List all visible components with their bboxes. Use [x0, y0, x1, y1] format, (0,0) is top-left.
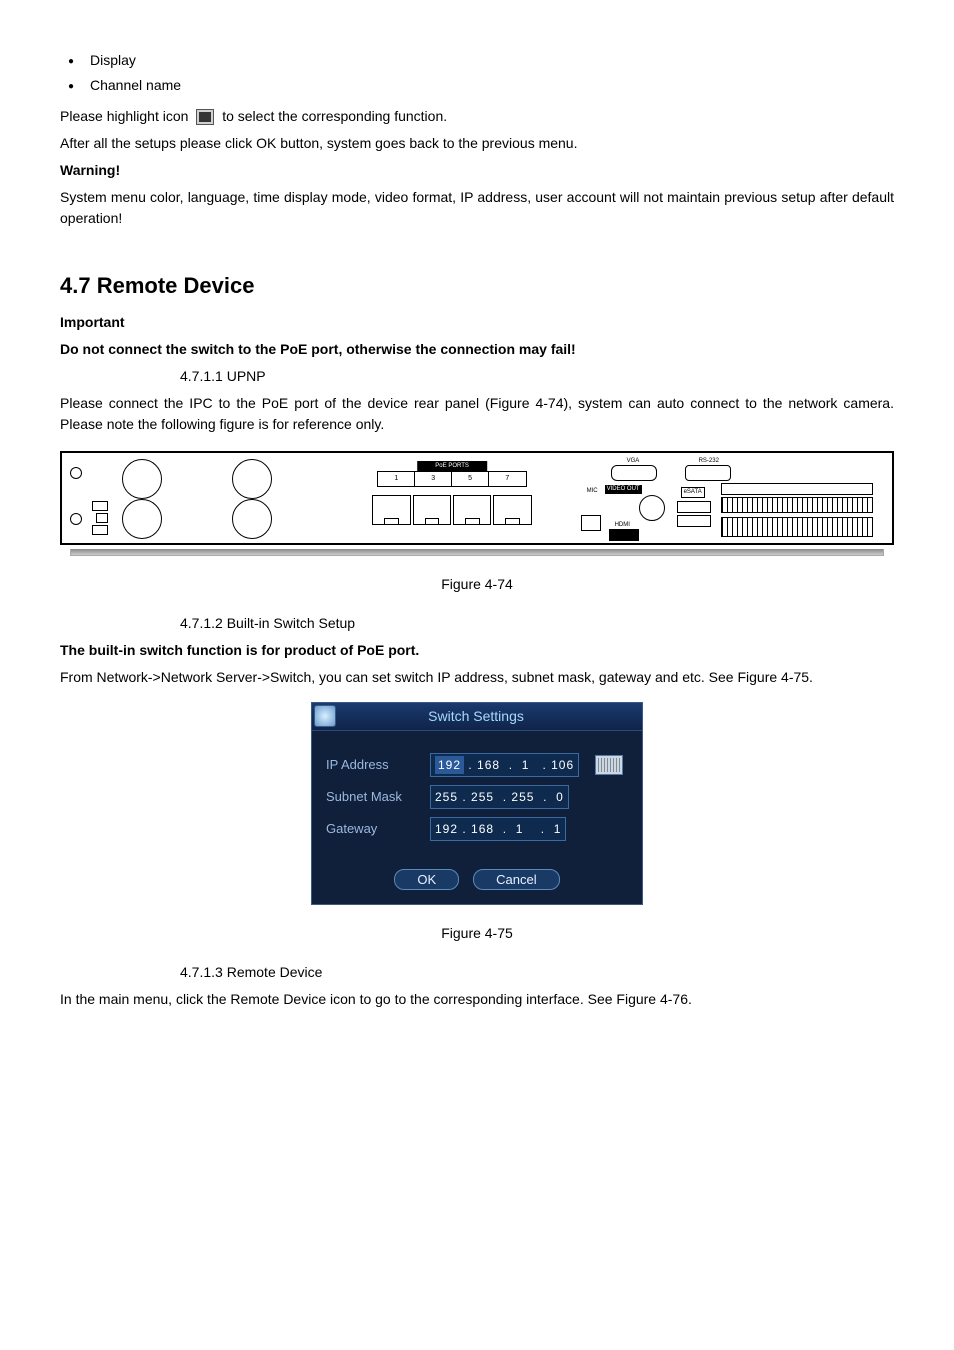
keyboard-icon[interactable] — [595, 755, 623, 775]
rear-panel-mid: PoE PORTS 1 3 5 7 — [328, 453, 577, 543]
connector-icon — [96, 513, 108, 523]
ethernet-port-icon — [372, 495, 410, 525]
rs232-port-icon — [685, 465, 731, 481]
subsection-heading: 4.7.1.3 Remote Device — [60, 962, 894, 983]
ip-address-label: IP Address — [326, 755, 420, 775]
dialog-body: IP Address 192 . 168 . 1 . 106 Subnet Ma… — [312, 731, 642, 859]
ip-sep: . — [523, 820, 553, 838]
ip-octet[interactable]: 168 — [471, 820, 494, 838]
figure-shadow — [70, 549, 884, 556]
rear-panel-left — [62, 453, 328, 543]
ip-octet[interactable]: 255 — [471, 788, 494, 806]
body-text: After all the setups please click OK but… — [60, 133, 894, 154]
terminal-block-icon — [721, 483, 873, 495]
ip-sep: . — [464, 756, 477, 774]
subnet-mask-input[interactable]: 255 . 255 . 255 . 0 — [430, 785, 569, 809]
dialog-button-row: OK Cancel — [312, 859, 642, 904]
fan-icon — [122, 459, 162, 499]
bullet-list: Display Channel name — [60, 50, 894, 96]
body-text: System menu color, language, time displa… — [60, 187, 894, 229]
port-num: 5 — [452, 472, 489, 486]
ip-octet[interactable]: 192 — [435, 820, 458, 838]
list-item: Display — [90, 50, 894, 71]
ip-sep: . — [494, 820, 516, 838]
ok-button[interactable]: OK — [394, 869, 459, 890]
subsection-heading: 4.7.1.2 Built-in Switch Setup — [60, 613, 894, 634]
dialog-icon — [314, 705, 336, 727]
subnet-mask-label: Subnet Mask — [326, 787, 420, 807]
ip-octet[interactable]: 0 — [556, 788, 564, 806]
connector-icon — [92, 525, 108, 535]
mic-label: MIC — [587, 487, 598, 496]
connector-icon — [92, 501, 108, 511]
ip-octet[interactable]: 168 — [477, 756, 500, 774]
ip-sep: . — [500, 756, 522, 774]
esata-label: eSATA — [681, 487, 705, 498]
ip-sep: . — [529, 756, 551, 774]
ip-sep: . — [458, 788, 471, 806]
ethernet-port-icon — [493, 495, 531, 525]
ip-octet[interactable]: 1 — [554, 820, 562, 838]
ip-octet[interactable]: 1 — [516, 820, 524, 838]
gateway-input[interactable]: 192 . 168 . 1 . 1 — [430, 817, 566, 841]
port-num: 7 — [489, 472, 526, 486]
vga-port-icon — [611, 465, 657, 481]
ip-sep: . — [534, 788, 556, 806]
important-heading: Important — [60, 312, 894, 333]
body-text: From Network->Network Server->Switch, yo… — [60, 667, 894, 688]
ip-octet[interactable]: 1 — [522, 756, 530, 774]
port-number-row: 1 3 5 7 — [377, 471, 526, 487]
subnet-mask-row: Subnet Mask 255 . 255 . 255 . 0 — [326, 785, 628, 809]
highlight-icon — [196, 109, 214, 125]
ip-octet[interactable]: 106 — [551, 756, 574, 774]
rear-panel-right: VGA RS-232 MIC VIDEO OUT eSATA HDMI — [577, 453, 892, 543]
ip-octet[interactable]: 255 — [511, 788, 534, 806]
ethernet-port-icon — [413, 495, 451, 525]
body-text: The built-in switch function is for prod… — [60, 640, 894, 661]
ip-octet[interactable]: 255 — [435, 788, 458, 806]
fan-icon — [122, 499, 162, 539]
dialog-title: Switch Settings — [428, 706, 524, 727]
figure-caption: Figure 4-75 — [60, 923, 894, 944]
body-text: Please connect the IPC to the PoE port o… — [60, 393, 894, 435]
usb-port-icon — [581, 515, 601, 531]
section-heading: 4.7 Remote Device — [60, 269, 894, 302]
fan-icon — [232, 459, 272, 499]
gateway-row: Gateway 192 . 168 . 1 . 1 — [326, 817, 628, 841]
round-port-icon — [639, 495, 665, 521]
hdmi-port-icon — [609, 529, 639, 541]
gateway-label: Gateway — [326, 819, 420, 839]
figure-caption: Figure 4-74 — [60, 574, 894, 595]
port-icon — [677, 515, 711, 527]
terminal-block-icon — [721, 497, 873, 513]
ethernet-port-icon — [453, 495, 491, 525]
ip-address-row: IP Address 192 . 168 . 1 . 106 — [326, 753, 628, 777]
body-text: Please highlight icon to select the corr… — [60, 106, 894, 127]
fan-icon — [232, 499, 272, 539]
videoout-label: VIDEO OUT — [605, 485, 642, 494]
rear-panel-figure: PoE PORTS 1 3 5 7 VGA RS-232 MIC VIDEO O… — [60, 451, 894, 545]
text-fragment: Please highlight icon — [60, 108, 192, 124]
body-text: In the main menu, click the Remote Devic… — [60, 989, 894, 1010]
poe-ports-row — [372, 495, 531, 525]
ip-octet[interactable]: 192 — [435, 756, 464, 774]
ip-sep: . — [458, 820, 471, 838]
cancel-button[interactable]: Cancel — [473, 869, 559, 890]
port-num: 3 — [415, 472, 452, 486]
connector-icon — [70, 513, 82, 525]
text-fragment: to select the corresponding function. — [222, 108, 447, 124]
switch-settings-dialog: Switch Settings IP Address 192 . 168 . 1… — [311, 702, 643, 905]
terminal-block-icon — [721, 517, 873, 537]
list-item: Channel name — [90, 75, 894, 96]
dialog-titlebar: Switch Settings — [312, 703, 642, 731]
esata-port-icon — [677, 501, 711, 513]
warning-heading: Warning! — [60, 160, 894, 181]
subsection-heading: 4.7.1.1 UPNP — [60, 366, 894, 387]
ip-address-input[interactable]: 192 . 168 . 1 . 106 — [430, 753, 579, 777]
body-text: Do not connect the switch to the PoE por… — [60, 339, 894, 360]
connector-icon — [70, 467, 82, 479]
ip-sep: . — [494, 788, 511, 806]
port-num: 1 — [378, 472, 415, 486]
